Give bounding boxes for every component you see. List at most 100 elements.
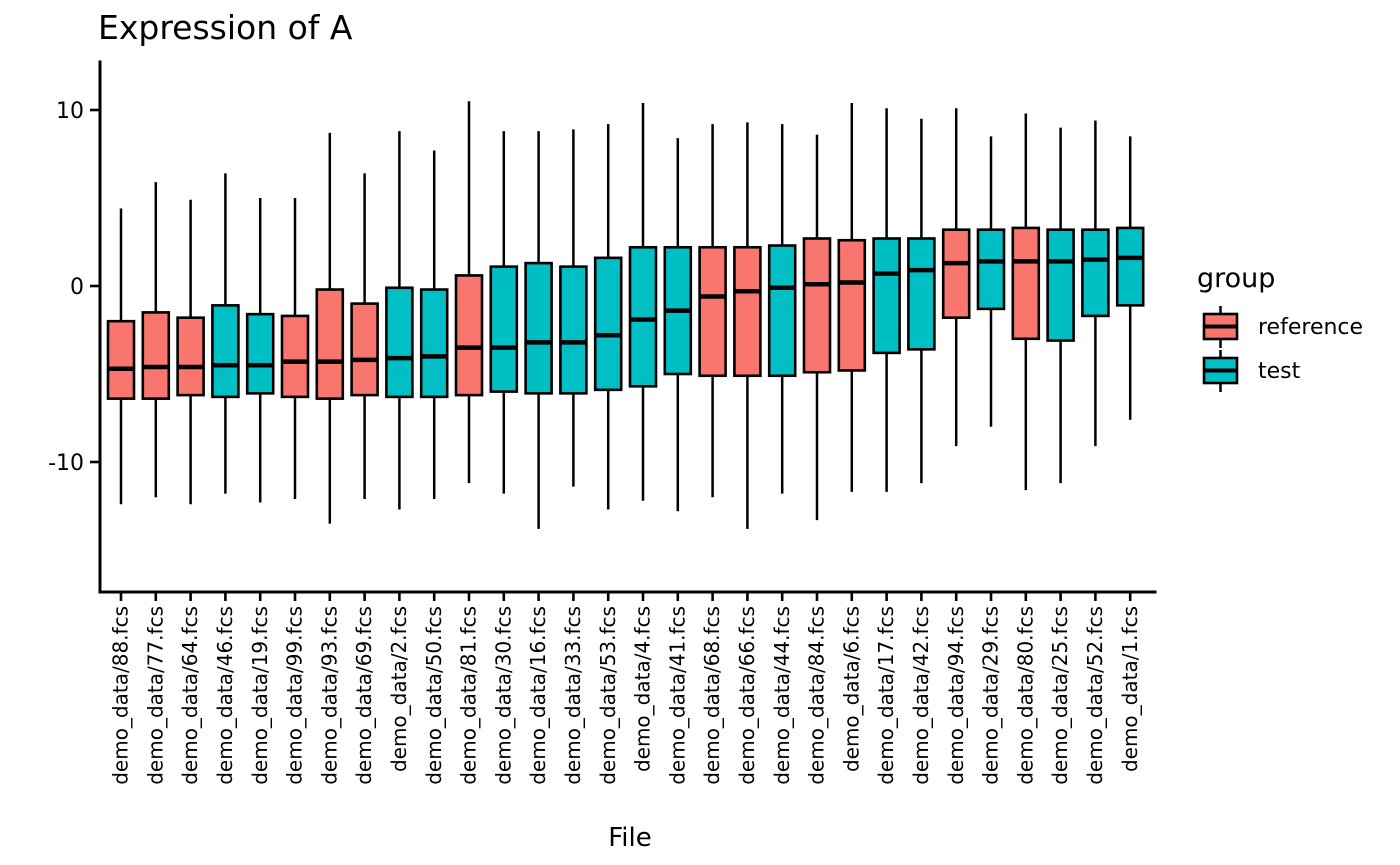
boxplot-box [176, 316, 205, 397]
x-tick-label: demo_data/44.fcs [770, 606, 794, 785]
boxplot-box [593, 256, 623, 392]
legend-title: group [1197, 263, 1275, 294]
boxplot-53 [593, 124, 623, 510]
boxplot-box [1046, 228, 1075, 342]
x-tick-label: demo_data/77.fcs [143, 606, 167, 785]
boxplot-box [559, 265, 588, 395]
x-axis-labels: demo_data/88.fcs demo_data/77.fcs demo_dat… [109, 606, 1142, 785]
boxplot-68 [698, 124, 727, 498]
boxplot-80 [1011, 113, 1041, 491]
boxplot-box [141, 311, 171, 400]
boxplot-box [524, 261, 553, 395]
boxplot-box [1081, 228, 1110, 318]
legend-label-reference: reference [1258, 315, 1363, 340]
x-tick-label: demo_data/6.fcs [839, 606, 863, 772]
y-tick-label: 0 [70, 275, 84, 300]
x-tick-label: demo_data/52.fcs [1083, 606, 1107, 785]
boxplot-84 [802, 134, 832, 521]
x-tick-label: demo_data/53.fcs [596, 606, 620, 785]
x-tick-label: demo_data/19.fcs [248, 606, 272, 785]
boxplot-box [245, 312, 275, 395]
boxplot-46 [211, 173, 240, 494]
x-tick-label: demo_data/81.fcs [457, 606, 481, 785]
x-tick-label: demo_data/46.fcs [213, 606, 237, 785]
boxplot-box [837, 238, 867, 372]
boxplot-52 [1081, 120, 1110, 447]
boxplot-box [941, 228, 971, 319]
boxplot-box [733, 245, 762, 378]
x-tick-label: demo_data/41.fcs [665, 606, 689, 785]
x-tick-label: demo_data/50.fcs [422, 606, 446, 785]
boxplot-box [872, 237, 901, 355]
boxplot-17 [872, 108, 901, 492]
chart-title: Expression of A [98, 8, 353, 47]
x-tick-label: demo_data/80.fcs [1013, 606, 1037, 785]
x-axis-title: File [608, 823, 652, 853]
boxplot-box [1011, 226, 1041, 341]
boxplot-4 [628, 102, 658, 501]
boxplot-50 [419, 150, 449, 499]
boxplot-42 [907, 118, 936, 484]
boxplot-box [489, 265, 519, 393]
y-tick-label: 10 [56, 99, 84, 124]
boxplot-19 [245, 198, 275, 503]
boxplot-box [280, 314, 310, 399]
x-tick-label: demo_data/99.fcs [283, 606, 307, 785]
x-tick-label: demo_data/93.fcs [317, 606, 341, 785]
boxplot-box [907, 237, 936, 351]
boxplot-94 [941, 108, 971, 447]
x-tick-label: demo_data/64.fcs [178, 606, 202, 785]
x-tick-label: demo_data/17.fcs [874, 606, 898, 785]
x-tick-label: demo_data/29.fcs [979, 606, 1003, 785]
x-tick-label: demo_data/84.fcs [805, 606, 829, 785]
boxplot-99 [280, 198, 310, 499]
legend: group reference test [1197, 263, 1363, 392]
x-tick-label: demo_data/94.fcs [944, 606, 968, 785]
boxplot-box [211, 304, 240, 399]
boxplot-box [1115, 226, 1145, 307]
y-axis-ticks: 10 0 -10 [48, 99, 100, 476]
x-tick-label: demo_data/25.fcs [1048, 606, 1072, 785]
x-tick-label: demo_data/69.fcs [352, 606, 376, 785]
boxplot-69 [350, 173, 379, 499]
boxplot-44 [767, 124, 797, 494]
x-tick-label: demo_data/88.fcs [109, 606, 133, 785]
x-tick-label: demo_data/33.fcs [561, 606, 585, 785]
boxplot-box [767, 244, 797, 378]
boxplot-box [976, 228, 1006, 311]
boxplot-41 [663, 138, 693, 512]
boxplot-81 [454, 101, 484, 484]
boxplot-25 [1046, 127, 1075, 484]
x-tick-label: demo_data/68.fcs [700, 606, 724, 785]
boxplot-box [454, 274, 484, 397]
boxplot-16 [524, 131, 553, 529]
boxplot-box [106, 319, 136, 400]
boxplot-series [106, 101, 1145, 529]
legend-key-reference: reference [1202, 306, 1363, 348]
x-tick-label: demo_data/30.fcs [491, 606, 515, 785]
legend-label-test: test [1258, 359, 1301, 384]
x-tick-label: demo_data/4.fcs [631, 606, 655, 772]
x-tick-label: demo_data/42.fcs [909, 606, 933, 785]
x-tick-label: demo_data/16.fcs [526, 606, 550, 785]
boxplot-2 [385, 131, 414, 510]
x-tick-label: demo_data/66.fcs [735, 606, 759, 785]
boxplot-1 [1115, 136, 1145, 420]
boxplot-box [350, 302, 379, 397]
boxplot-box [419, 288, 449, 399]
boxplot-box [802, 237, 832, 374]
boxplot-29 [976, 136, 1006, 427]
boxplot-93 [315, 132, 345, 524]
boxplot-77 [141, 182, 171, 498]
legend-key-test: test [1202, 350, 1301, 392]
boxplot-33 [559, 129, 588, 487]
y-tick-label: -10 [48, 451, 84, 476]
boxplot-64 [176, 199, 205, 505]
boxplot-88 [106, 208, 136, 505]
boxplot-66 [733, 122, 762, 529]
boxplot-box [385, 286, 414, 399]
boxplot-box [698, 245, 727, 378]
x-tick-label: demo_data/1.fcs [1118, 606, 1142, 772]
x-axis-ticks [119, 592, 1132, 601]
